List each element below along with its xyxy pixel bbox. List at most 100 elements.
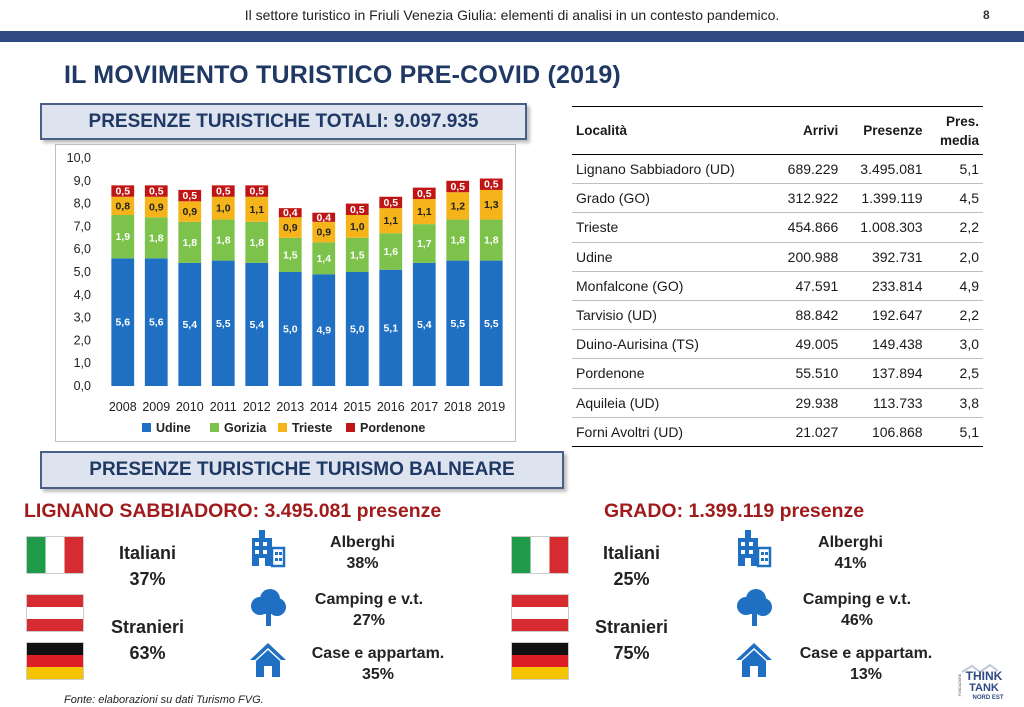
data-label: 1,8 <box>450 235 465 247</box>
bar-segment-gorizia <box>479 219 503 261</box>
y-tick-label: 2,0 <box>74 333 91 347</box>
data-label: 1,7 <box>417 238 432 250</box>
cell-presenze: 1.399.119 <box>842 183 927 214</box>
legend-swatch <box>346 423 355 432</box>
logo-nordest: NORD EST <box>972 695 1003 701</box>
data-label: 5,4 <box>249 319 264 331</box>
lignano-stranieri: Stranieri 63% <box>100 614 195 666</box>
x-tick-label: 2018 <box>444 400 472 414</box>
y-tick-label: 1,0 <box>74 356 91 370</box>
data-label: 1,1 <box>383 215 398 227</box>
lignano-alberghi-value: 38% <box>346 555 379 572</box>
cell-arrivi: 47.591 <box>772 271 843 301</box>
data-label: 1,2 <box>450 200 465 212</box>
legend-swatch <box>142 423 151 432</box>
col-header-arrivi: Arrivi <box>772 106 843 155</box>
grado-italiani-value: 25% <box>613 569 650 589</box>
cell-arrivi: 200.988 <box>772 242 843 272</box>
cell-presenze: 137.894 <box>842 358 927 389</box>
bar-segment-udine <box>379 269 403 386</box>
table-row: Lignano Sabbiadoro (UD) 689.229 3.495.081 5… <box>572 154 983 185</box>
data-label: 1,0 <box>216 203 231 215</box>
cell-presenze: 192.647 <box>842 300 927 331</box>
lignano-case: Case e appartam. 35% <box>290 643 466 685</box>
table-row: Udine 200.988 392.731 2,0 <box>572 242 983 272</box>
bar-segment-trieste <box>144 196 168 218</box>
data-label: 0,5 <box>216 186 231 198</box>
x-tick-label: 2011 <box>210 400 237 414</box>
col-header-presenze: Presenze <box>842 106 927 155</box>
data-label: 4,9 <box>316 325 331 337</box>
grado-camping-label: Camping e v.t. <box>802 591 912 608</box>
data-label: 1,5 <box>283 249 298 261</box>
bar-segment-trieste <box>479 189 503 220</box>
x-tick-label: 2010 <box>176 400 204 414</box>
data-label: 1,8 <box>182 237 197 249</box>
tree-icon <box>251 589 286 626</box>
data-label: 0,5 <box>417 188 432 200</box>
bar-segment-pordenone <box>479 178 503 190</box>
x-tick-label: 2017 <box>410 400 438 414</box>
data-label: 5,0 <box>350 324 365 336</box>
col-header-media: Pres. media <box>926 106 983 155</box>
grado-case: Case e appartam. 13% <box>778 643 954 685</box>
bar-segment-pordenone <box>245 185 269 197</box>
col-header-media-line2: media <box>939 132 979 148</box>
bar-segment-udine <box>245 262 269 386</box>
bar-segment-trieste <box>111 196 135 215</box>
bar-segment-udine <box>345 272 369 386</box>
data-label: 1,5 <box>350 249 365 261</box>
data-label: 0,9 <box>182 206 197 218</box>
cell-localita: Grado (GO) <box>572 183 772 214</box>
header-title: Il settore turistico in Friuli Venezia G… <box>244 7 780 23</box>
grado-case-label: Case e appartam. <box>799 645 933 662</box>
balneare-box: PRESENZE TURISTICHE TURISMO BALNEARE <box>40 451 564 489</box>
table-row: Aquileia (UD) 29.938 113.733 3,8 <box>572 388 983 418</box>
data-label: 5,0 <box>283 324 298 336</box>
data-label: 1,1 <box>417 206 432 218</box>
cell-media: 3,8 <box>926 388 983 418</box>
cell-arrivi: 88.842 <box>772 300 843 331</box>
bar-segment-pordenone <box>144 185 168 197</box>
legend-label: Pordenone <box>360 421 425 435</box>
y-tick-label: 0,0 <box>74 379 91 393</box>
bar-segment-gorizia <box>278 237 302 272</box>
data-label: 0,5 <box>249 186 264 198</box>
bar-segment-trieste <box>312 221 336 243</box>
grado-stranieri-label: Stranieri <box>594 617 669 637</box>
cell-localita: Trieste <box>572 212 772 243</box>
austria-flag-icon <box>511 594 569 632</box>
bar-segment-trieste <box>412 199 436 225</box>
cell-presenze: 113.733 <box>842 388 927 418</box>
lignano-italiani: Italiani 37% <box>100 540 195 592</box>
austria-flag-icon <box>26 594 84 632</box>
bar-segment-trieste <box>345 215 369 238</box>
x-tick-label: 2008 <box>109 400 137 414</box>
y-tick-label: 4,0 <box>74 288 91 302</box>
grado-stranieri-value: 75% <box>613 643 650 663</box>
legend-label: Gorizia <box>224 421 267 435</box>
bar-segment-udine <box>446 260 470 386</box>
table-row: Monfalcone (GO) 47.591 233.814 4,9 <box>572 271 983 301</box>
logo-tank: TANK <box>969 682 999 694</box>
bar-segment-udine <box>178 262 202 386</box>
cell-arrivi: 29.938 <box>772 388 843 418</box>
bar-segment-trieste <box>446 192 470 220</box>
logo-think: THINK <box>966 669 1003 683</box>
cell-media: 4,5 <box>926 183 983 214</box>
data-label: 0,9 <box>316 227 331 239</box>
bar-segment-pordenone <box>379 196 403 209</box>
bar-segment-udine <box>312 274 336 386</box>
data-label: 1,8 <box>484 235 499 247</box>
house-icon <box>250 643 286 677</box>
x-tick-label: 2013 <box>276 400 304 414</box>
bar-segment-udine <box>479 260 503 386</box>
grado-case-value: 13% <box>849 666 883 683</box>
cell-media: 2,2 <box>926 300 983 331</box>
data-label: 0,9 <box>149 202 164 214</box>
data-label: 1,0 <box>350 221 365 233</box>
data-label: 0,4 <box>316 212 331 224</box>
bar-segment-pordenone <box>278 208 302 218</box>
legend-label: Trieste <box>292 421 332 435</box>
grado-italiani: Italiani 25% <box>584 540 679 592</box>
